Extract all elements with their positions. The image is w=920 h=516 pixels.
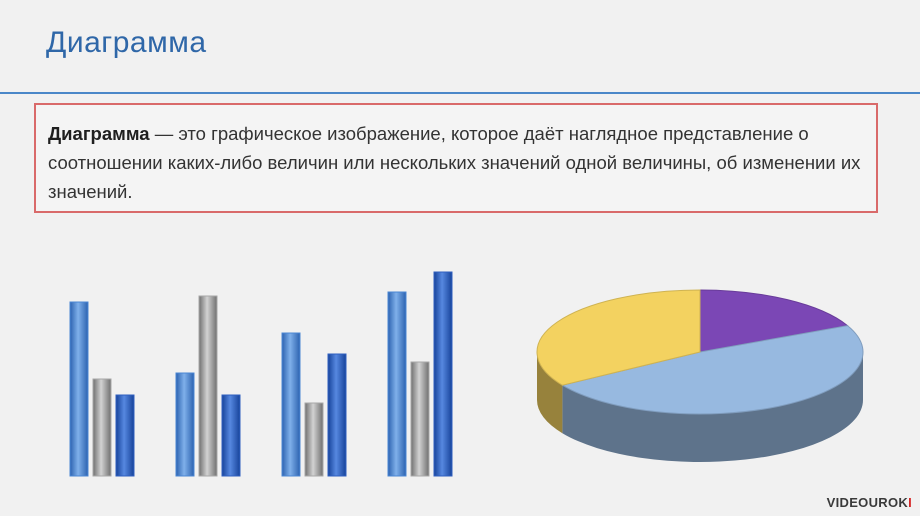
pie-slice-1 xyxy=(699,289,849,353)
slide-title: Диаграмма xyxy=(46,26,207,59)
definition-term: Диаграмма xyxy=(48,123,150,144)
watermark-accent: I xyxy=(908,495,912,510)
title-divider xyxy=(0,92,920,94)
bar-group2-series3 xyxy=(221,394,241,477)
bar-group1-series3 xyxy=(115,394,135,477)
bar-group2-series2 xyxy=(198,295,218,477)
bar-group1-series1 xyxy=(69,301,89,477)
bar-group4-series2 xyxy=(410,361,430,477)
pie-chart xyxy=(536,289,864,462)
bar-group4-series1 xyxy=(387,291,407,477)
watermark-logo: VIDEOUROKI xyxy=(827,495,912,510)
bar-group1-series2 xyxy=(92,378,112,477)
watermark-text: VIDEOUROK xyxy=(826,495,909,510)
bar-chart xyxy=(69,271,453,477)
bar-group3-series2 xyxy=(304,402,324,477)
pie-slice-2 xyxy=(561,325,864,415)
pie-slice-side-3-0 xyxy=(537,352,563,434)
definition-text: — это графическое изображение, которое д… xyxy=(48,123,861,202)
pie-slice-side-2-0 xyxy=(562,352,863,462)
bar-group4-series3 xyxy=(433,271,453,477)
bar-group2-series1 xyxy=(175,372,195,477)
definition-box: Диаграмма — это графическое изображение,… xyxy=(34,103,878,213)
bar-group3-series3 xyxy=(327,353,347,477)
pie-slice-3 xyxy=(536,289,701,386)
bar-group3-series1 xyxy=(281,332,301,477)
